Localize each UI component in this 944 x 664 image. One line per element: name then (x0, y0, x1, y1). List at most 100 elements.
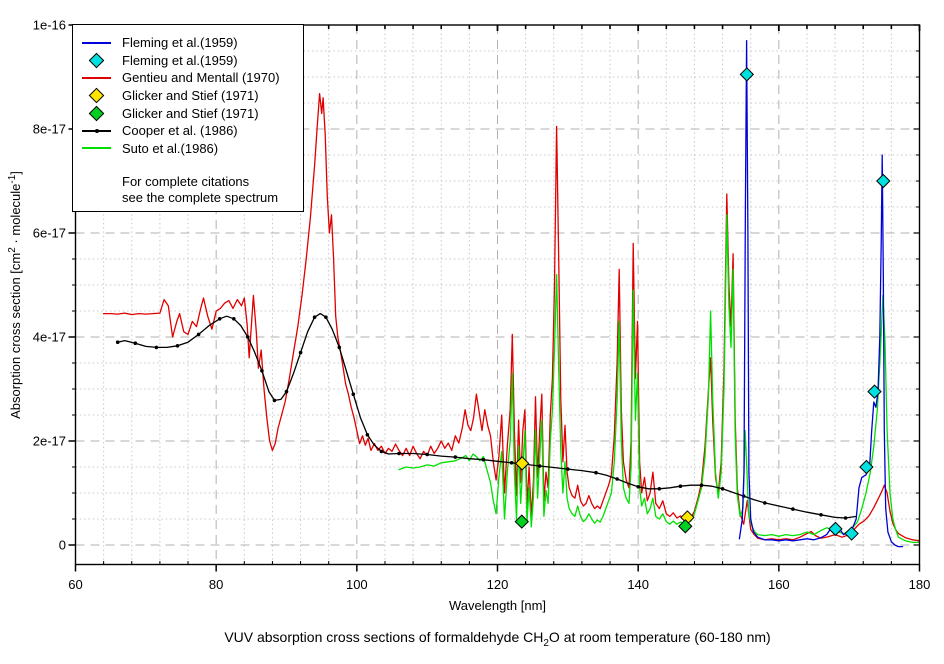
dot-marker (594, 470, 598, 475)
legend-item: Suto et al.(1986) (73, 140, 303, 158)
x-tick-label: 180 (909, 577, 931, 592)
dot-marker (678, 484, 683, 489)
diamond-marker (514, 514, 529, 529)
diamond-marker (739, 67, 755, 82)
dot-marker (260, 369, 264, 373)
dot-marker (509, 461, 514, 465)
legend-item-label: Suto et al.(1986) (122, 140, 219, 156)
series-glicker-green (514, 514, 693, 534)
y-tick-label: 2e-17 (33, 434, 66, 449)
dot-marker (566, 467, 570, 471)
y-tick-label: 0 (59, 538, 66, 553)
legend-item: Gentieu and Mentall (1970) (73, 69, 303, 87)
legend-item: Cooper et al. (1986) (73, 122, 303, 140)
x-tick-label: 140 (627, 577, 649, 592)
series-suto (398, 214, 921, 544)
x-tick-label: 100 (346, 577, 368, 592)
dot-marker (481, 457, 486, 462)
dot-marker (217, 317, 222, 321)
dot-marker (246, 335, 250, 339)
x-axis-title: Wavelength [nm] (75, 598, 920, 613)
line-swatch-icon (82, 128, 111, 133)
dot-marker (312, 315, 317, 320)
diamond-marker-icon (88, 52, 105, 69)
series-cooper (115, 312, 857, 520)
dot-marker (425, 452, 430, 457)
legend-line-swatch-icon (73, 76, 122, 79)
x-tick-label: 80 (209, 577, 223, 592)
dot-marker (284, 389, 289, 394)
legend-diamond-swatch-icon (73, 52, 122, 69)
dot-marker (298, 350, 303, 355)
dot-marker (699, 483, 704, 488)
diamond-marker-icon (88, 87, 105, 104)
legend-item-label: Cooper et al. (1986) (122, 123, 238, 139)
diamond-marker (678, 519, 693, 534)
diamond-marker-icon (88, 105, 105, 121)
dot-marker (115, 340, 120, 345)
dot-marker (196, 332, 201, 337)
dot-marker (819, 513, 823, 517)
dot-marker (453, 455, 458, 459)
legend-diamond-swatch-icon (73, 105, 122, 121)
y-tick-label: 4e-17 (33, 330, 66, 345)
legend-line-swatch-icon (73, 128, 122, 133)
dot-marker (843, 516, 848, 520)
series-line-cooper (117, 312, 857, 519)
series-fleming-line (738, 39, 904, 548)
legend-item: Fleming et al.(1959) (73, 52, 303, 70)
dot-marker (791, 507, 795, 511)
dot-marker (537, 464, 542, 468)
y-tick-label: 8e-17 (33, 122, 66, 137)
diamond-marker (514, 456, 530, 471)
legend-item-label: Fleming et al.(1959) (122, 35, 238, 51)
dot-marker (657, 487, 662, 491)
diamond-marker (867, 384, 882, 399)
chart-caption: VUV absorption cross sections of formald… (224, 629, 771, 649)
legend-item-label: Glicker and Stief (1971) (122, 105, 259, 121)
legend-item-label: Fleming et al.(1959) (122, 52, 238, 68)
legend-item-label: Glicker and Stief (1971) (122, 88, 259, 104)
y-tick-label: 1e-16 (33, 18, 66, 33)
axis-tick-labels: 60 80 100 120 140 160 180 0 2e-17 4e-17 6e-17 8e-17… (33, 18, 931, 593)
dot-marker (763, 501, 767, 505)
legend-item: Glicker and Stief (1971) (73, 104, 303, 122)
x-tick-label: 60 (68, 577, 82, 592)
dot-marker (379, 449, 384, 454)
diamond-marker (859, 459, 874, 475)
legend: Fleming et al.(1959) Fleming et al.(1959)… (72, 24, 304, 212)
legend-line-swatch-icon (73, 147, 122, 150)
x-axis-title-text: Wavelength [nm] (448, 598, 547, 613)
legend-item-label: Gentieu and Mentall (1970) (122, 70, 280, 86)
dot-marker (324, 315, 328, 320)
diamond-marker (844, 526, 859, 541)
dot-marker (232, 317, 236, 321)
legend-note: For complete citations see the complete s… (122, 174, 303, 205)
line-swatch-icon (82, 147, 111, 150)
dot-marker-icon (94, 128, 99, 133)
series-fleming-points (739, 67, 891, 541)
diamond-marker (828, 521, 843, 537)
x-tick-label: 120 (487, 577, 509, 592)
legend-note-line: For complete citations (122, 174, 250, 190)
dot-marker (615, 477, 619, 481)
legend-item: Glicker and Stief (1971) (73, 87, 303, 105)
line-swatch-icon (82, 41, 111, 44)
line-swatch-icon (82, 76, 111, 79)
x-tick-label: 160 (768, 577, 790, 592)
series-line-fleming-line (738, 39, 904, 548)
dot-marker (272, 398, 277, 403)
y-tick-label: 6e-17 (33, 226, 66, 241)
dot-marker (175, 344, 180, 348)
dot-marker (636, 485, 640, 489)
legend-item: Fleming et al.(1959) (73, 34, 303, 52)
dot-marker (351, 392, 356, 397)
dot-marker (397, 451, 401, 456)
diamond-marker (876, 173, 891, 189)
legend-line-swatch-icon (73, 41, 122, 44)
dot-marker (720, 487, 725, 491)
legend-items: Fleming et al.(1959) Fleming et al.(1959)… (73, 34, 303, 157)
y-axis-title: Absorption cross section [cm2 · molecule… (6, 171, 24, 419)
